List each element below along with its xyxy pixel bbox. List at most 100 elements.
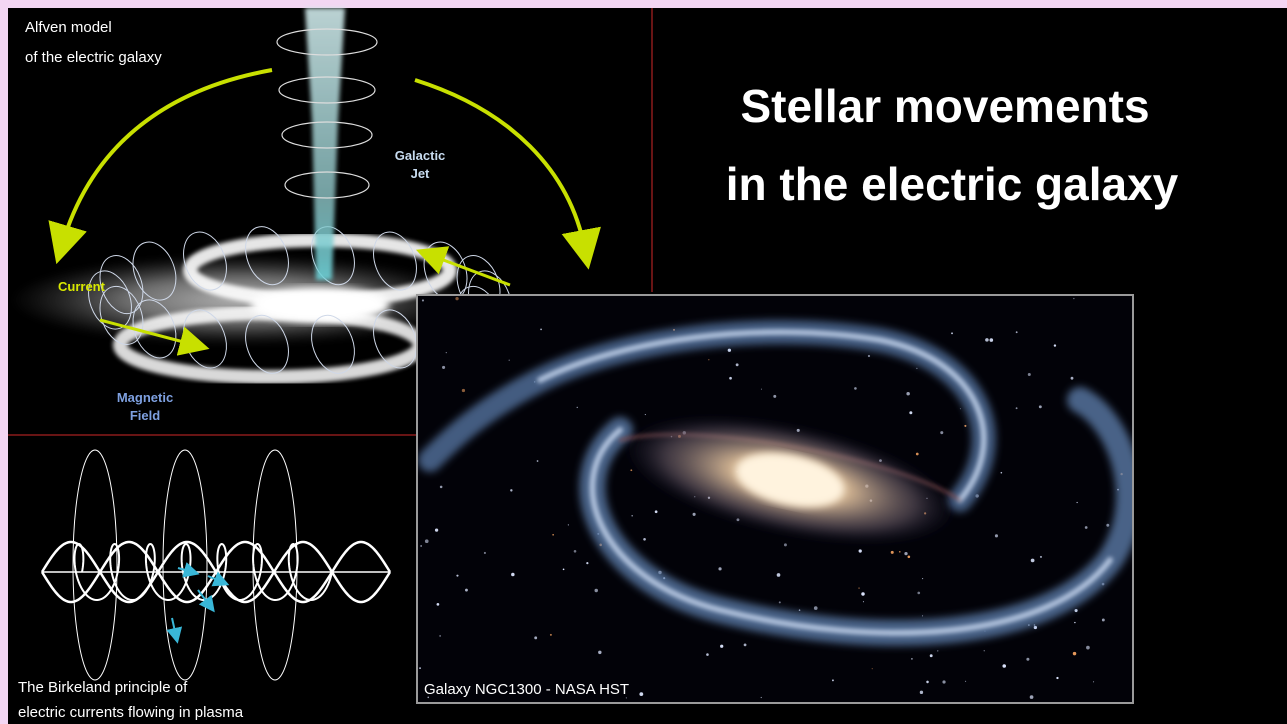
decoration (858, 549, 862, 553)
label: Galactic (395, 148, 446, 163)
decoration (727, 348, 732, 352)
decoration (1086, 645, 1090, 650)
decoration (461, 388, 466, 393)
current-arrows (166, 562, 230, 644)
decoration (1033, 625, 1038, 630)
decoration (1002, 664, 1007, 668)
decoration (871, 668, 873, 670)
decoration (862, 601, 864, 603)
decoration (899, 551, 901, 553)
decoration (911, 658, 913, 660)
decoration (576, 406, 578, 409)
decoration (510, 489, 513, 492)
decoration (436, 602, 440, 606)
decoration (594, 588, 598, 593)
decoration (424, 539, 429, 544)
decoration (132, 241, 177, 301)
decoration (743, 643, 747, 647)
decoration (434, 528, 439, 532)
decoration (922, 615, 924, 617)
decoration (917, 591, 921, 595)
decoration (132, 299, 177, 359)
decoration (773, 394, 777, 398)
decoration (1038, 405, 1042, 409)
decoration (904, 551, 908, 556)
decoration (311, 314, 355, 374)
decoration (907, 555, 911, 559)
decoration (926, 680, 929, 684)
decoration (552, 533, 554, 536)
decoration (798, 609, 801, 611)
decoration (534, 636, 538, 640)
decoration (88, 270, 132, 330)
label: Magnetic (117, 390, 173, 405)
decoration (706, 653, 709, 656)
decoration (1026, 657, 1030, 661)
decoration (483, 551, 486, 555)
decoration (420, 545, 422, 547)
decoration (858, 587, 860, 589)
galaxy-photo (416, 294, 1134, 704)
decoration (760, 696, 762, 699)
decoration (942, 680, 946, 684)
decoration (985, 338, 989, 342)
decoration (1106, 523, 1110, 527)
decoration (1030, 558, 1035, 563)
decoration (456, 574, 459, 577)
decoration (1076, 501, 1078, 504)
caption: electric currents flowing in plasma (18, 704, 244, 721)
decoration (1029, 695, 1034, 699)
caption: The Birkeland principle of (18, 679, 188, 696)
decoration (735, 363, 739, 367)
decoration (1027, 372, 1031, 376)
decoration (630, 469, 633, 472)
decoration (720, 644, 724, 648)
decoration (906, 391, 910, 396)
decoration (439, 635, 441, 637)
decoration (776, 573, 781, 577)
decoration (442, 365, 446, 369)
decoration (445, 352, 447, 354)
label: Current (58, 279, 106, 294)
decoration (813, 606, 818, 610)
decoration (890, 550, 894, 554)
decoration (1101, 618, 1105, 622)
decoration (631, 514, 633, 517)
decoration (1053, 344, 1057, 347)
decoration (183, 231, 227, 291)
decoration (536, 460, 539, 462)
decoration (1084, 526, 1088, 529)
decoration (1074, 608, 1078, 613)
caption: of the electric galaxy (25, 49, 162, 66)
decoration (783, 543, 787, 547)
decoration (465, 588, 468, 592)
decoration (867, 354, 871, 358)
caption: Galaxy NGC1300 - NASA HST (424, 681, 629, 698)
decoration (937, 650, 939, 652)
decoration (567, 524, 569, 526)
label: Field (130, 408, 160, 423)
decoration (598, 650, 602, 655)
decoration (922, 578, 924, 580)
decoration (643, 538, 646, 541)
decoration (929, 654, 933, 658)
decoration (916, 367, 918, 370)
decoration (245, 226, 289, 286)
decoration (508, 359, 510, 361)
decoration (427, 696, 430, 699)
decoration (940, 431, 944, 435)
decoration (915, 452, 919, 456)
decoration (959, 408, 961, 410)
decoration (421, 299, 425, 302)
decoration (989, 338, 994, 342)
decoration (832, 679, 834, 682)
decoration (919, 690, 924, 695)
decoration (708, 359, 710, 361)
decoration (1000, 471, 1003, 474)
decoration (729, 376, 732, 380)
decoration (99, 255, 144, 315)
caption: Alfven model (25, 19, 112, 36)
decoration (964, 424, 967, 427)
